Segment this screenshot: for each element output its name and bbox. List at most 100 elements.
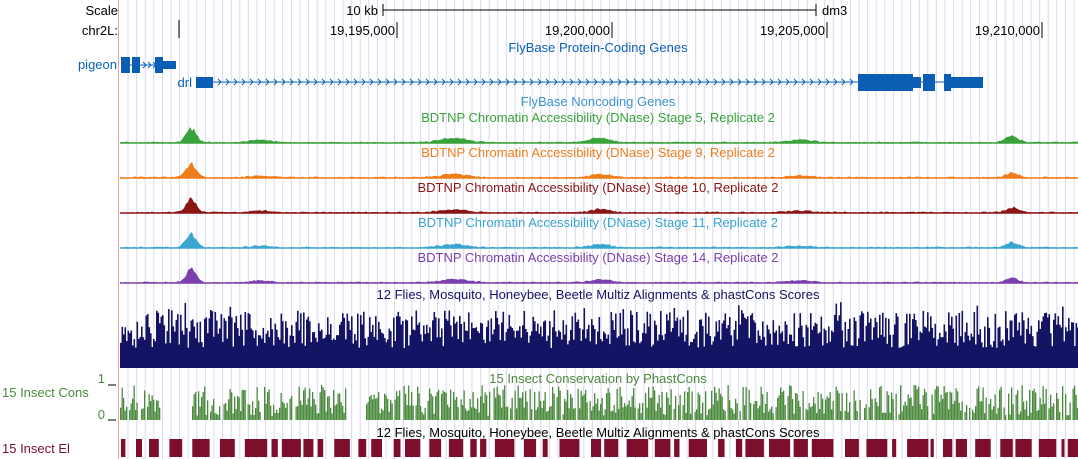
dnase-stage5-title[interactable]: BDTNP Chromatin Accessibility (DNase) St… xyxy=(421,110,775,125)
conserved-element[interactable] xyxy=(334,439,350,457)
elements-track-title[interactable]: 12 Flies, Mosquito, Honeybee, Beetle Mul… xyxy=(376,425,820,440)
gene-exon[interactable] xyxy=(132,57,140,73)
conserved-element[interactable] xyxy=(688,439,707,457)
multiz-bar xyxy=(957,345,959,368)
conserved-element[interactable] xyxy=(542,439,548,457)
cons-left-label[interactable]: 15 Insect Cons xyxy=(2,385,89,400)
conserved-element[interactable] xyxy=(654,439,671,457)
dnase-signal[interactable] xyxy=(120,127,1078,143)
cons-bar xyxy=(780,387,782,420)
multiz-bar xyxy=(366,345,368,368)
gene-utr[interactable] xyxy=(951,77,983,88)
conserved-element[interactable] xyxy=(121,439,126,457)
multiz-bar xyxy=(897,316,899,368)
cons-bar xyxy=(628,400,630,420)
conserved-element[interactable] xyxy=(604,439,619,457)
conserved-element[interactable] xyxy=(219,439,235,457)
conserved-element[interactable] xyxy=(136,439,142,457)
conserved-element[interactable] xyxy=(149,439,159,457)
dnase-signal[interactable] xyxy=(120,232,1078,248)
gene-label-drl[interactable]: drl xyxy=(177,75,192,90)
conserved-element[interactable] xyxy=(955,439,967,457)
cons-bar xyxy=(892,399,894,420)
conserved-element[interactable] xyxy=(735,439,743,457)
cons-bar xyxy=(841,393,843,420)
gene-exon[interactable] xyxy=(155,57,163,73)
conserved-element[interactable] xyxy=(429,439,442,457)
conserved-element[interactable] xyxy=(470,439,477,457)
conserved-element[interactable] xyxy=(281,439,301,457)
multiz-bar xyxy=(844,321,847,368)
conserved-element[interactable] xyxy=(591,439,601,457)
conserved-element[interactable] xyxy=(303,439,314,457)
cons-bar xyxy=(436,392,438,420)
multiz-bar xyxy=(286,327,289,368)
conserved-element[interactable] xyxy=(745,439,764,457)
conserved-element[interactable] xyxy=(811,439,834,457)
multiz-bar xyxy=(1038,320,1040,368)
conserved-element[interactable] xyxy=(943,439,953,457)
gene-utr[interactable] xyxy=(913,77,921,88)
cons-bar xyxy=(399,390,401,420)
cons-track-title[interactable]: 15 Insect Conservation by PhastCons xyxy=(489,371,707,386)
conserved-element[interactable] xyxy=(1067,439,1078,457)
conserved-element[interactable] xyxy=(192,439,210,457)
conserved-element[interactable] xyxy=(448,439,464,457)
gene-exon[interactable] xyxy=(121,57,130,73)
conserved-element[interactable] xyxy=(793,439,808,457)
noncoding-track-title[interactable]: FlyBase Noncoding Genes xyxy=(520,94,676,109)
gene-exon[interactable] xyxy=(923,74,935,91)
conserved-element[interactable] xyxy=(892,439,897,457)
conserved-element[interactable] xyxy=(866,439,888,457)
multiz-bar xyxy=(610,311,613,368)
conserved-element[interactable] xyxy=(371,439,382,457)
conserved-element[interactable] xyxy=(1038,439,1057,457)
cons-bar xyxy=(204,386,206,420)
gene-exon[interactable] xyxy=(944,74,951,91)
conserved-element[interactable] xyxy=(626,439,649,457)
conserved-element[interactable] xyxy=(358,439,367,457)
conserved-element[interactable] xyxy=(524,439,537,457)
cons-bar xyxy=(121,387,123,420)
conserved-element[interactable] xyxy=(480,439,487,457)
dnase-stage11-title[interactable]: BDTNP Chromatin Accessibility (DNase) St… xyxy=(417,215,779,230)
dnase-signal[interactable] xyxy=(120,267,1078,283)
conserved-element[interactable] xyxy=(718,439,725,457)
conserved-element[interactable] xyxy=(405,439,421,457)
dnase-stage9-title[interactable]: BDTNP Chromatin Accessibility (DNase) St… xyxy=(421,145,775,160)
conserved-element[interactable] xyxy=(1000,439,1013,457)
strand-arrow xyxy=(321,78,326,86)
conserved-element[interactable] xyxy=(769,439,790,457)
conserved-element[interactable] xyxy=(930,439,934,457)
gene-label-pigeon[interactable]: pigeon xyxy=(77,57,117,72)
conserved-element[interactable] xyxy=(845,439,859,457)
conserved-element[interactable] xyxy=(674,439,680,457)
conserved-element[interactable] xyxy=(393,439,401,457)
strand-arrow xyxy=(689,78,694,86)
dnase-stage14-title[interactable]: BDTNP Chromatin Accessibility (DNase) St… xyxy=(417,250,779,265)
dnase-stage10-title[interactable]: BDTNP Chromatin Accessibility (DNase) St… xyxy=(417,180,779,195)
dnase-signal[interactable] xyxy=(120,197,1078,213)
conserved-element[interactable] xyxy=(317,439,324,457)
conserved-element[interactable] xyxy=(1015,439,1032,457)
gene-exon[interactable] xyxy=(858,74,913,91)
elements-left-label[interactable]: 15 Insect El xyxy=(2,441,70,456)
conserved-element[interactable] xyxy=(271,439,278,457)
conserved-element[interactable] xyxy=(559,439,580,457)
multiz-bar xyxy=(964,331,967,368)
dnase-signal[interactable] xyxy=(120,162,1078,178)
gene-utr[interactable] xyxy=(196,77,213,88)
conserved-element[interactable] xyxy=(1061,439,1065,457)
conserved-element[interactable] xyxy=(244,439,268,457)
gene-utr[interactable] xyxy=(163,61,176,69)
cons-bar xyxy=(789,385,791,420)
conserved-element[interactable] xyxy=(494,439,515,457)
multiz-bar xyxy=(214,312,217,368)
conserved-element[interactable] xyxy=(169,439,183,457)
multiz-track-title[interactable]: 12 Flies, Mosquito, Honeybee, Beetle Mul… xyxy=(376,287,820,302)
multiz-bar xyxy=(993,341,995,368)
protein-coding-track-title[interactable]: FlyBase Protein-Coding Genes xyxy=(508,40,688,55)
conserved-element[interactable] xyxy=(907,439,929,457)
conserved-element[interactable] xyxy=(975,439,991,457)
